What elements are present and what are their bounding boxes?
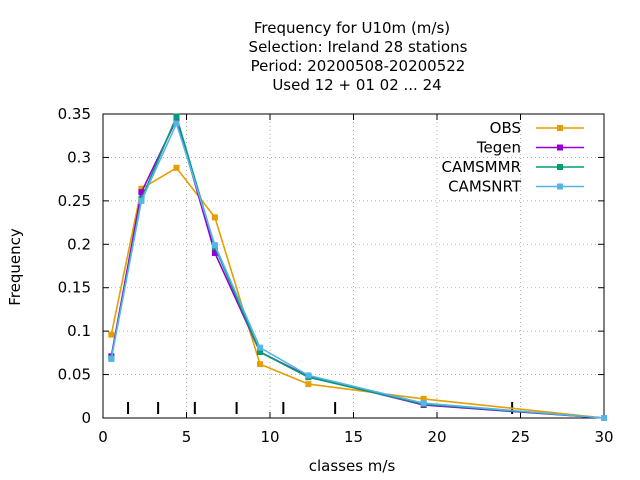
x-tick-label: 5 <box>182 428 192 446</box>
data-point-camsnrt <box>138 197 145 204</box>
chart-title: Frequency for U10m (m/s) Selection: Irel… <box>249 19 468 94</box>
y-tick-label: 0.1 <box>67 322 91 340</box>
series-line-obs <box>110 166 605 419</box>
title-line-1: Frequency for U10m (m/s) <box>254 19 450 37</box>
x-tick-label: 20 <box>427 428 446 446</box>
y-tick-label: 0.15 <box>58 279 91 297</box>
x-tick-label: 0 <box>98 428 108 446</box>
data-point-camsnrt <box>108 355 115 362</box>
legend-marker-tegen <box>557 144 563 151</box>
axes <box>102 113 605 419</box>
y-tick-label: 0.35 <box>58 105 91 123</box>
plot-frame <box>102 113 605 419</box>
series-line-camsmmr <box>110 114 605 419</box>
legend-marker-obs <box>557 125 563 131</box>
y-axis-label: Frequency <box>6 228 24 306</box>
data-point-obs <box>256 361 263 368</box>
title-line-3: Period: 20200508-20200522 <box>251 57 466 75</box>
grid <box>103 114 604 418</box>
data-point-camsnrt <box>601 415 607 421</box>
data-point-obs <box>108 331 115 338</box>
x-tick-label: 10 <box>260 428 279 446</box>
data-point-tegen <box>211 249 218 256</box>
legend-label-camsnrt: CAMSNRT <box>448 178 522 196</box>
data-point-camsnrt <box>420 400 427 407</box>
series-line-tegen <box>110 116 605 419</box>
data-point-camsnrt <box>305 372 312 379</box>
title-line-4: Used 12 + 01 02 ... 24 <box>272 76 441 94</box>
data-point-obs <box>305 381 312 388</box>
data-point-obs <box>138 185 145 192</box>
data-point-obs <box>211 214 218 221</box>
legend-marker-camsmmr <box>557 164 563 170</box>
data-point-camsnrt <box>173 120 180 127</box>
x-tick-label: 25 <box>511 428 530 446</box>
y-tick-label: 0.05 <box>58 366 91 384</box>
y-tick-label: 0.2 <box>67 235 91 253</box>
data-point-camsmmr <box>173 113 180 120</box>
x-axis-label: classes m/s <box>309 457 396 475</box>
x-tick-label: 30 <box>594 428 613 446</box>
legend-label-camsmmr: CAMSMMR <box>441 158 521 176</box>
x-tick-label: 15 <box>344 428 363 446</box>
y-tick-label: 0.3 <box>67 148 91 166</box>
y-tick-label: 0.25 <box>58 192 91 210</box>
legend-label-obs: OBS <box>490 119 521 137</box>
series-group <box>108 113 607 421</box>
legend-marker-camsnrt <box>557 183 563 190</box>
data-point-obs <box>173 164 180 171</box>
data-point-obs <box>420 395 427 402</box>
y-tick-label: 0 <box>81 409 91 427</box>
data-point-tegen <box>138 189 145 196</box>
title-line-2: Selection: Ireland 28 stations <box>249 38 468 56</box>
legend-label-tegen: Tegen <box>476 139 521 157</box>
series-line-camsnrt <box>110 121 605 419</box>
data-point-camsnrt <box>211 242 218 249</box>
data-point-camsmmr <box>256 348 263 355</box>
data-point-camsnrt <box>256 344 263 351</box>
tick-labels: 0 0.05 0.1 0.15 0.2 0.25 0.3 0.35 0 5 10 15 20 25 30 <box>58 105 614 446</box>
